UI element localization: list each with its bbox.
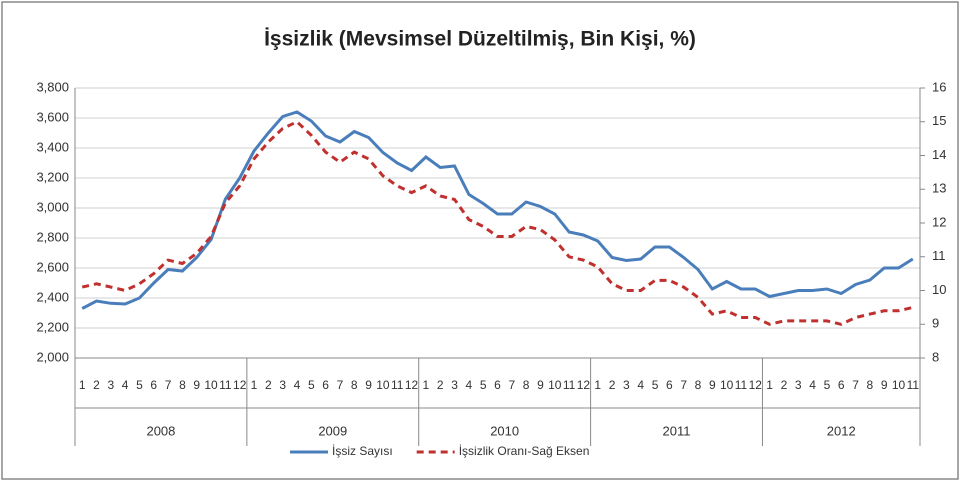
x-tick-label: 12 xyxy=(749,378,763,392)
y-tick-label: 3,600 xyxy=(36,109,69,124)
x-tick-label: 4 xyxy=(122,378,129,392)
x-tick-label: 1 xyxy=(79,378,86,392)
legend-label: İşsizlik Oranı-Sağ Eksen xyxy=(459,444,590,458)
x-tick-label: 10 xyxy=(892,378,906,392)
x-tick-label: 4 xyxy=(637,378,644,392)
y2-tick-label: 13 xyxy=(932,181,946,196)
x-tick-label: 11 xyxy=(907,378,920,392)
x-tick-label: 4 xyxy=(294,378,301,392)
legend-label: İşsiz Sayısı xyxy=(332,444,393,458)
year-label: 2010 xyxy=(490,423,519,438)
x-tick-label: 8 xyxy=(523,378,530,392)
y-tick-label: 3,800 xyxy=(36,79,69,94)
x-tick-label: 12 xyxy=(233,378,247,392)
y2-tick-label: 16 xyxy=(932,79,946,94)
x-tick-label: 7 xyxy=(337,378,344,392)
x-tick-label: 3 xyxy=(451,378,458,392)
y2-tick-label: 15 xyxy=(932,113,946,128)
x-tick-label: 12 xyxy=(577,378,591,392)
x-tick-label: 2 xyxy=(265,378,272,392)
frame xyxy=(1,1,959,480)
x-tick-label: 10 xyxy=(548,378,562,392)
x-tick-label: 1 xyxy=(594,378,601,392)
y2-tick-label: 8 xyxy=(932,349,939,364)
x-tick-label: 10 xyxy=(376,378,390,392)
x-tick-label: 8 xyxy=(695,378,702,392)
x-tick-label: 2 xyxy=(781,378,788,392)
x-tick-label: 9 xyxy=(365,378,372,392)
series-line xyxy=(81,110,914,310)
x-tick-label: 7 xyxy=(680,378,687,392)
y-tick-label: 2,200 xyxy=(36,319,69,334)
chart-title: İşsizlik (Mevsimsel Düzeltilmiş, Bin Kiş… xyxy=(264,28,696,51)
x-tick-label: 5 xyxy=(136,378,143,392)
y2-tick-label: 10 xyxy=(932,282,946,297)
x-tick-label: 5 xyxy=(652,378,659,392)
x-tick-label: 7 xyxy=(852,378,859,392)
x-tick-label: 2 xyxy=(93,378,100,392)
x-tick-label: 8 xyxy=(351,378,358,392)
x-tick-label: 4 xyxy=(809,378,816,392)
x-tick-label: 6 xyxy=(322,378,329,392)
x-tick-label: 11 xyxy=(219,378,232,392)
y-tick-label: 2,600 xyxy=(36,259,69,274)
x-tick-label: 3 xyxy=(795,378,802,392)
series-line xyxy=(81,120,914,326)
x-tick-label: 1 xyxy=(423,378,430,392)
x-tick-label: 3 xyxy=(623,378,630,392)
y-tick-label: 3,000 xyxy=(36,199,69,214)
year-label: 2011 xyxy=(663,423,691,438)
y-tick-label: 3,400 xyxy=(36,139,69,154)
x-tick-label: 2 xyxy=(609,378,616,392)
year-label: 2008 xyxy=(146,423,175,438)
x-tick-label: 7 xyxy=(165,378,172,392)
x-tick-label: 3 xyxy=(107,378,114,392)
x-tick-label: 5 xyxy=(308,378,315,392)
x-tick-label: 3 xyxy=(279,378,286,392)
x-tick-label: 12 xyxy=(405,378,419,392)
x-tick-label: 6 xyxy=(666,378,673,392)
x-tick-label: 2 xyxy=(437,378,444,392)
year-label: 2012 xyxy=(827,423,856,438)
x-tick-label: 11 xyxy=(735,378,748,392)
y2-tick-label: 12 xyxy=(932,214,946,229)
y2-tick-label: 11 xyxy=(932,248,946,263)
x-tick-label: 6 xyxy=(494,378,501,392)
x-tick-label: 9 xyxy=(881,378,888,392)
year-label: 2009 xyxy=(318,423,347,438)
x-tick-label: 9 xyxy=(537,378,544,392)
y-tick-label: 2,800 xyxy=(36,229,69,244)
x-tick-label: 6 xyxy=(150,378,157,392)
x-tick-label: 10 xyxy=(720,378,734,392)
y2-tick-label: 14 xyxy=(932,147,946,162)
x-tick-label: 8 xyxy=(867,378,874,392)
y-tick-label: 2,400 xyxy=(36,289,69,304)
x-tick-label: 11 xyxy=(563,378,576,392)
x-tick-label: 10 xyxy=(204,378,218,392)
y-tick-label: 2,000 xyxy=(36,349,69,364)
x-tick-label: 1 xyxy=(251,378,258,392)
x-tick-label: 5 xyxy=(824,378,831,392)
x-tick-label: 8 xyxy=(179,378,186,392)
y2-tick-label: 9 xyxy=(932,316,939,331)
x-tick-label: 6 xyxy=(838,378,845,392)
x-tick-label: 4 xyxy=(466,378,473,392)
x-tick-label: 11 xyxy=(391,378,404,392)
x-tick-label: 5 xyxy=(480,378,487,392)
y-tick-label: 3,200 xyxy=(36,169,69,184)
x-tick-label: 9 xyxy=(193,378,200,392)
x-tick-label: 9 xyxy=(709,378,716,392)
x-tick-label: 7 xyxy=(508,378,515,392)
x-tick-label: 1 xyxy=(766,378,773,392)
